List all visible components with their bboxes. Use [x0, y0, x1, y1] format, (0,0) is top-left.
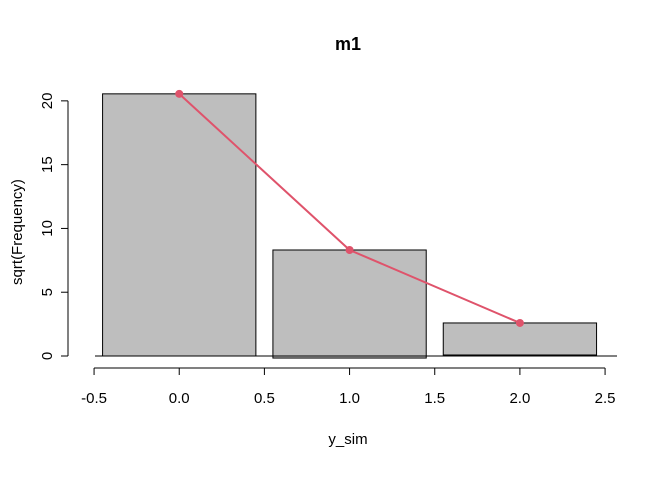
y-axis-label: sqrt(Frequency)	[9, 179, 26, 285]
x-tick-label: 2.0	[509, 390, 530, 407]
y-tick-label: 0	[39, 352, 56, 360]
x-tick-label: 0.0	[169, 390, 190, 407]
expected-point	[345, 245, 354, 254]
x-axis-label: y_sim	[328, 431, 367, 448]
bar	[272, 249, 427, 359]
x-tick-label: 1.0	[339, 390, 360, 407]
bar	[102, 93, 257, 357]
y-tick-label: 5	[39, 288, 56, 296]
chart-title: m1	[335, 34, 361, 54]
x-tick-label: -0.5	[81, 390, 107, 407]
x-tick-label: 0.5	[254, 390, 275, 407]
expected-point	[175, 89, 184, 98]
y-tick-label: 10	[39, 220, 56, 237]
expected-point	[515, 318, 524, 327]
y-tick-label: 20	[39, 93, 56, 110]
bar	[442, 322, 598, 356]
x-tick-label: 2.5	[595, 390, 616, 407]
x-tick-label: 1.5	[424, 390, 445, 407]
y-tick-label: 15	[39, 156, 56, 173]
